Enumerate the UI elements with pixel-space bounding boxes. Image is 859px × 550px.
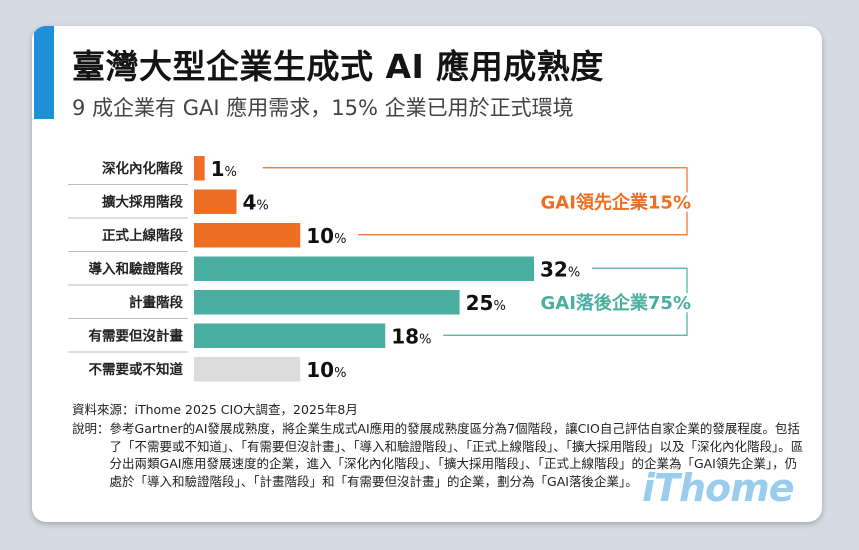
accent-bar	[34, 26, 54, 119]
category-label: 擴大採用階段	[102, 193, 183, 210]
group-annotation: GAI領先企業15%	[541, 191, 692, 213]
group-bracket	[262, 167, 688, 236]
category-label: 計畫階段	[129, 294, 183, 311]
value-label: 1%	[211, 157, 237, 181]
category-label: 正式上線階段	[102, 227, 183, 244]
value-label: 32%	[540, 257, 580, 281]
note-label: 說明：	[72, 421, 110, 436]
category-label: 不需要或不知道	[89, 361, 184, 378]
chart-title: 臺灣大型企業生成式 AI 應用成熟度	[72, 47, 604, 86]
ithome-watermark-logo: iThome	[642, 466, 794, 510]
bar	[194, 323, 386, 348]
category-label: 導入和驗證階段	[89, 260, 184, 277]
note-text: 參考Gartner的AI發展成熟度，將企業生成式AI應用的發展成熟度區分為7個階…	[109, 421, 804, 489]
value-label: 10%	[306, 358, 346, 382]
value-label: 10%	[306, 224, 346, 248]
source-text: 資料來源：iThome 2025 CIO大調查，2025年8月	[72, 402, 358, 417]
value-label: 4%	[243, 190, 269, 214]
bar	[194, 290, 460, 315]
bar	[194, 156, 205, 181]
group-bracket	[443, 267, 688, 336]
bar	[194, 189, 237, 214]
note: 說明： 參考Gartner的AI發展成熟度，將企業生成式AI應用的發展成熟度區分…	[72, 420, 804, 490]
infographic-card: 臺灣大型企業生成式 AI 應用成熟度 9 成企業有 GAI 應用需求，15% 企…	[32, 26, 822, 522]
category-label: 有需要但沒計畫	[89, 327, 184, 344]
bar	[194, 357, 301, 382]
bar-chart: 深化內化階段 1% 擴大採用階段 4% 正式上線階段 10% 導入和驗證階段 32% 計畫階段 2…	[68, 156, 694, 382]
category-label: 深化內化階段	[102, 160, 183, 177]
value-label: 18%	[391, 324, 431, 348]
group-annotation: GAI落後企業75%	[541, 292, 692, 314]
bar	[194, 223, 301, 248]
value-label: 25%	[466, 291, 506, 315]
bar	[194, 256, 534, 281]
chart-subtitle: 9 成企業有 GAI 應用需求，15% 企業已用於正式環境	[72, 96, 574, 120]
